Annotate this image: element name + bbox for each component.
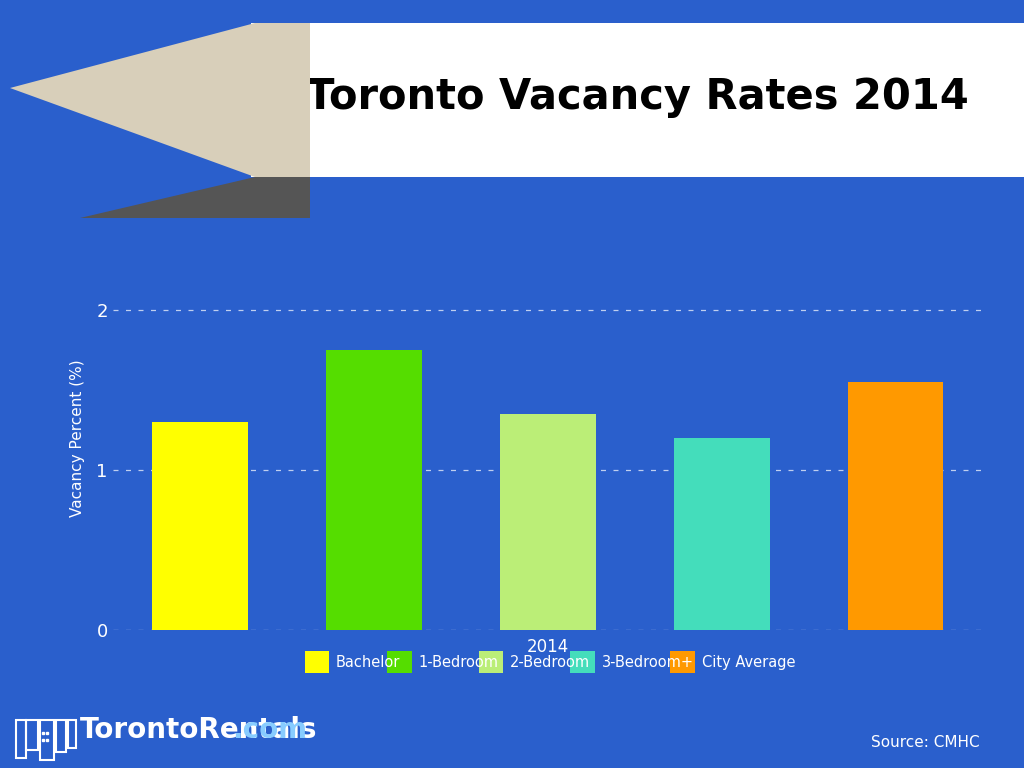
Bar xyxy=(848,382,943,630)
Bar xyxy=(40,720,54,760)
Text: 2-Bedroom: 2-Bedroom xyxy=(510,655,590,670)
Text: TorontoRentals: TorontoRentals xyxy=(80,716,317,743)
Bar xyxy=(26,720,38,750)
Bar xyxy=(16,720,26,758)
Bar xyxy=(387,651,412,674)
Y-axis label: Vacancy Percent (%): Vacancy Percent (%) xyxy=(71,359,85,517)
Bar xyxy=(671,651,694,674)
Bar xyxy=(153,422,248,630)
Bar xyxy=(56,720,66,752)
X-axis label: 2014: 2014 xyxy=(526,638,569,656)
Bar xyxy=(68,720,76,748)
Bar xyxy=(570,651,595,674)
Text: .com: .com xyxy=(232,716,307,743)
Bar xyxy=(500,414,596,630)
Text: 3-Bedroom+: 3-Bedroom+ xyxy=(601,655,693,670)
Text: Source: CMHC: Source: CMHC xyxy=(871,735,980,750)
Text: 1-Bedroom: 1-Bedroom xyxy=(419,655,499,670)
Text: City Average: City Average xyxy=(701,655,796,670)
Polygon shape xyxy=(10,23,310,177)
Bar xyxy=(305,651,329,674)
Text: Toronto Vacancy Rates 2014: Toronto Vacancy Rates 2014 xyxy=(306,76,969,118)
Bar xyxy=(326,349,422,630)
Text: Bachelor: Bachelor xyxy=(336,655,400,670)
Bar xyxy=(479,651,503,674)
Polygon shape xyxy=(80,177,310,218)
Bar xyxy=(674,438,770,630)
